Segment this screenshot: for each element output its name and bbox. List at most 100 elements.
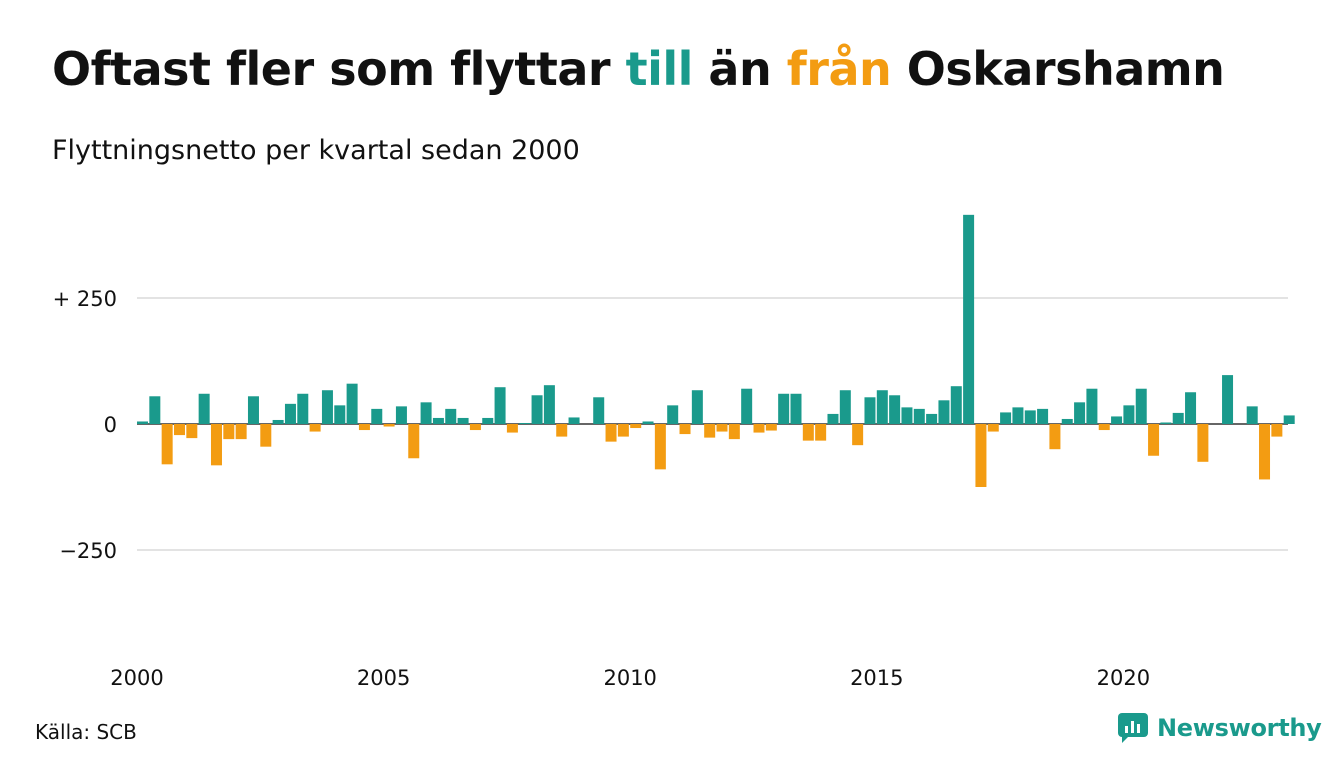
bar: [137, 421, 148, 424]
bar: [839, 390, 851, 424]
bar: [1037, 408, 1049, 424]
bar: [691, 390, 703, 424]
bar: [235, 424, 247, 440]
bar: [593, 397, 605, 424]
bar: [913, 408, 925, 424]
bar: [371, 408, 383, 424]
bar: [272, 419, 284, 424]
bar: [802, 424, 814, 441]
bar: [1259, 424, 1271, 480]
chart-subtitle: Flyttningsnetto per kvartal sedan 2000: [52, 135, 580, 166]
brand-name: Newsworthy: [1157, 714, 1322, 742]
bar: [667, 405, 679, 424]
bar: [469, 424, 481, 431]
bar: [346, 383, 358, 424]
bar: [987, 424, 999, 432]
bar: [642, 421, 654, 424]
source-label: Källa: SCB: [35, 720, 137, 744]
bar: [1111, 416, 1123, 424]
bar: [1246, 406, 1258, 424]
bar: [1148, 424, 1160, 456]
bar-chart: + 250 0 −250 2000 2005 2010 2015 2020: [53, 214, 1295, 690]
bar: [716, 424, 728, 432]
bar: [1061, 418, 1073, 424]
chart-title: Oftast fler som flyttar till än från Osk…: [52, 42, 1225, 96]
bar: [827, 413, 839, 424]
bar: [1086, 388, 1098, 424]
title-part-2: än: [692, 42, 787, 96]
bar: [1012, 407, 1024, 424]
bar: [186, 424, 198, 439]
bar: [556, 424, 568, 437]
bar: [519, 422, 531, 424]
bar: [494, 387, 506, 424]
bar: [852, 424, 864, 446]
bar: [1135, 388, 1147, 424]
bars: [137, 214, 1295, 487]
bar: [334, 405, 346, 424]
bar: [1098, 424, 1110, 431]
bar: [901, 407, 913, 424]
bar: [889, 395, 901, 424]
bar: [309, 424, 321, 432]
bar: [630, 424, 642, 429]
bar: [753, 424, 765, 433]
bar: [704, 424, 716, 438]
bar: [408, 424, 420, 459]
bar: [161, 424, 173, 465]
bar: [790, 393, 802, 424]
bar: [383, 424, 395, 427]
bar: [198, 393, 210, 424]
bar: [728, 424, 740, 440]
bar: [149, 396, 161, 424]
y-tick-label: −250: [59, 539, 117, 563]
bar: [605, 424, 617, 442]
bar: [938, 400, 950, 424]
bar: [1049, 424, 1061, 450]
bar: [482, 417, 494, 424]
x-axis-labels: 2000 2005 2010 2015 2020: [110, 666, 1150, 690]
bar: [815, 424, 827, 441]
bar: [1172, 412, 1184, 424]
title-highlight-till: till: [625, 42, 694, 96]
bar: [679, 424, 691, 435]
bar: [506, 424, 518, 433]
bar: [765, 424, 777, 431]
bar: [457, 417, 469, 424]
bar: [284, 403, 296, 424]
y-tick-label: 0: [104, 413, 117, 437]
bar: [741, 388, 753, 424]
newsworthy-logo[interactable]: Newsworthy: [1118, 713, 1322, 743]
title-part-1: Oftast fler som flyttar: [52, 42, 626, 96]
bar: [297, 393, 309, 424]
bar: [864, 397, 876, 424]
bar: [1074, 402, 1086, 424]
bar: [1222, 375, 1234, 424]
bar: [173, 424, 185, 436]
bar: [963, 214, 975, 424]
bar: [975, 424, 987, 487]
bar: [1123, 405, 1135, 424]
bar: [876, 390, 888, 424]
y-tick-label: + 250: [53, 287, 117, 311]
bar: [1160, 422, 1172, 424]
bar: [1197, 424, 1209, 462]
bar: [420, 402, 432, 424]
bar: [543, 385, 555, 424]
title-highlight-fran: från: [786, 42, 892, 96]
bar: [1024, 410, 1036, 424]
bar: [210, 424, 222, 466]
bar: [1271, 424, 1283, 437]
x-tick-label: 2000: [110, 666, 163, 690]
bar: [950, 386, 962, 424]
bar: [321, 390, 333, 424]
x-tick-label: 2015: [850, 666, 903, 690]
bar: [1185, 392, 1197, 424]
x-tick-label: 2005: [357, 666, 410, 690]
bar: [617, 424, 629, 437]
bar: [654, 424, 666, 470]
x-tick-label: 2010: [603, 666, 656, 690]
y-axis-labels: + 250 0 −250: [53, 287, 117, 563]
bar: [260, 424, 272, 447]
bar: [247, 396, 259, 424]
